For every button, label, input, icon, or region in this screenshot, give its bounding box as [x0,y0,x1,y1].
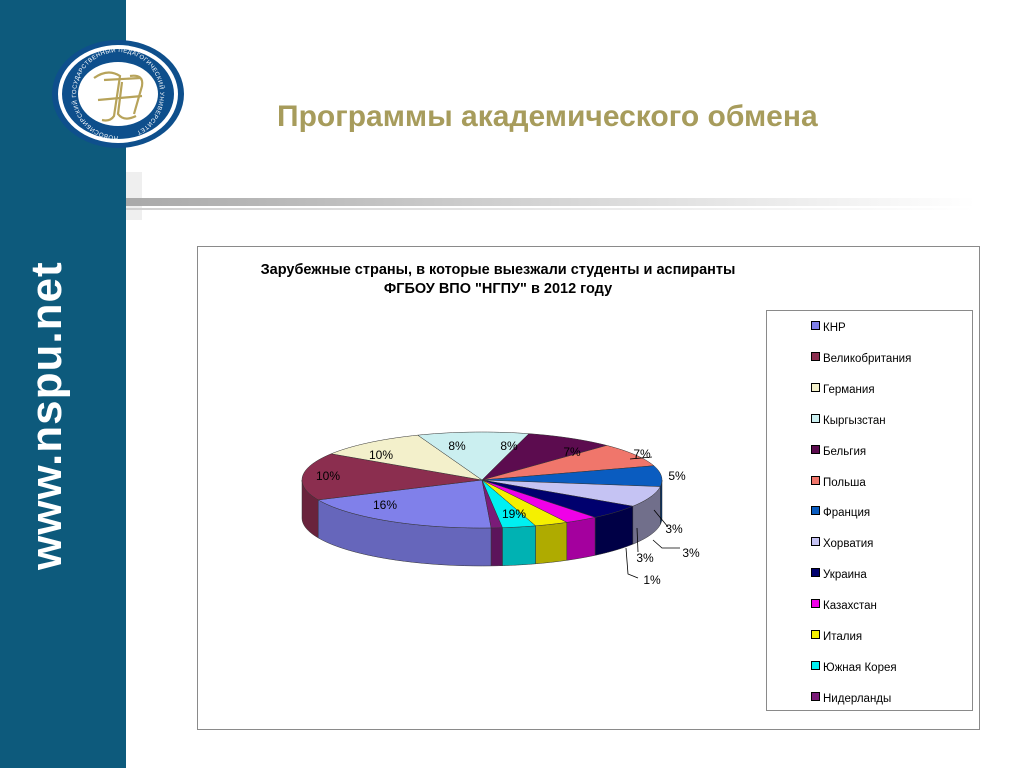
label-leader-line [629,456,653,460]
label-leader-line [652,539,680,549]
legend-label: Бельгия [823,445,867,458]
legend-item: Кыргызстан [811,413,886,427]
legend-item: Казахстан [811,599,877,612]
pie-side-wall [490,527,503,567]
chart-title-line1: Зарубежные страны, в которые выезжали ст… [260,262,736,278]
legend-item: Польша [811,475,866,489]
data-label: 7% [633,447,651,461]
pie-slice [301,453,483,501]
legend-swatch [811,537,820,547]
chart-title-line2: ФГБОУ ВПО "НГПУ" в 2012 году [383,281,613,297]
legend-label: Нидерланды [823,692,892,705]
label-leader-line [625,547,639,579]
data-label: 5% [668,469,686,483]
legend-swatch [811,568,820,578]
data-label: 1% [643,573,661,587]
legend-label: Казахстан [823,600,877,613]
legend-item: Италия [811,630,862,643]
legend-item: КНР [811,321,846,334]
data-label: 16% [373,498,397,512]
legend-swatch [811,599,820,609]
legend-label: Великобритания [823,352,912,365]
legend-swatch [811,351,820,361]
legend-swatch [811,660,820,670]
legend-item: Украина [811,568,867,581]
legend-item: Нидерланды [811,691,892,705]
pie-slice [330,434,483,481]
data-label: 19% [502,507,526,521]
pie-slice [481,445,655,481]
pie-slice [317,479,492,529]
data-label: 10% [316,469,340,483]
label-leader-line [636,527,639,553]
legend-label: Германия [823,383,875,396]
legend-label: Италия [823,631,863,643]
legend-label: Польша [823,476,866,489]
legend-item: Бельгия [811,444,867,458]
legend-item: Южная Корея [811,660,897,674]
page-title: Программы академического обмена [277,100,818,133]
data-label: 3% [665,522,683,536]
legend-label: Южная Корея [823,661,897,674]
legend-label: Хорватия [823,538,874,551]
data-label: 3% [636,551,654,565]
legend-swatch [811,475,820,485]
pie-slice [481,479,503,529]
university-logo: НОВОСИБИРСКИЙ ГОСУДАРСТВЕННЫЙ ПЕДАГОГИЧЕ… [52,40,184,148]
pie-slice [481,479,634,518]
data-label: 7% [563,445,581,459]
pie-side-wall [566,517,596,561]
legend-label: Украина [823,569,867,582]
pie-slice [481,433,608,481]
chart-legend: КНР Великобритания Германия Кыргызстан Бельг… [766,310,973,711]
chart-title: Зарубежные страны, в которые выезжали ст… [198,261,798,299]
legend-swatch [811,413,820,423]
legend-item: Германия [811,382,875,396]
legend-label: КНР [823,322,846,334]
legend-swatch [811,506,820,516]
legend-swatch [811,691,820,701]
legend-swatch [811,321,820,330]
divider-line-thin [126,208,976,210]
pie-slice [481,465,663,487]
legend-label: Кыргызстан [823,414,886,427]
data-label: 10% [369,448,393,462]
legend-swatch [811,382,820,392]
legend-label: Франция [823,507,871,520]
legend-item: Хорватия [811,537,873,550]
data-label: 8% [500,439,518,453]
pie-slice [481,479,568,527]
pie-slice [417,431,530,481]
pie-slice [481,479,597,523]
pie-side-wall [502,525,536,566]
legend-swatch [811,630,820,639]
data-label: 8% [448,439,466,453]
pie-side-wall [535,522,568,565]
legend-swatch [811,444,820,454]
pie-slice [481,479,537,528]
pie-slice [481,479,661,507]
data-label: 3% [682,546,700,560]
divider-line [126,198,976,206]
label-leader-line [653,509,669,528]
legend-item: Франция [811,506,870,519]
legend-item: Великобритания [811,351,912,365]
